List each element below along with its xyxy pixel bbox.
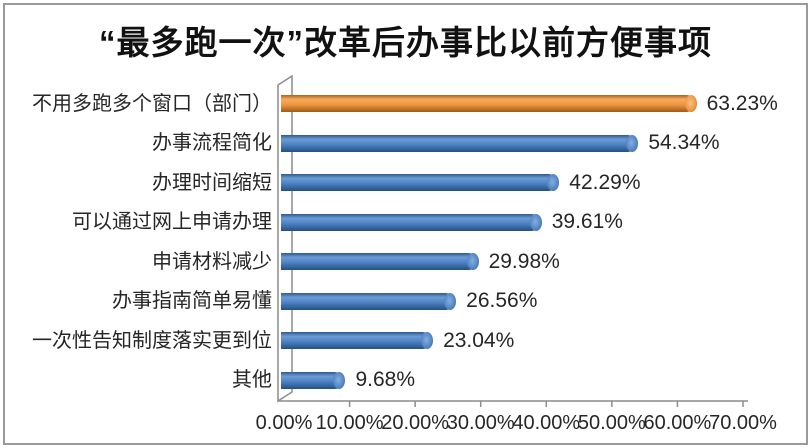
x-tick-label: 10.00% xyxy=(315,412,384,434)
left-wall xyxy=(277,74,293,403)
value-label: 63.23% xyxy=(706,91,778,115)
bar xyxy=(281,134,639,152)
bar-cap xyxy=(547,174,560,191)
value-label: 9.68% xyxy=(355,368,416,391)
value-label: 42.29% xyxy=(569,170,641,194)
category-label: 其他 xyxy=(232,369,272,391)
value-label: 54.34% xyxy=(648,131,720,154)
x-tick-label: 40.00% xyxy=(512,412,581,434)
category-label: 办事流程简化 xyxy=(152,132,272,154)
bar xyxy=(281,174,560,191)
category-label: 可以通过网上申请办理 xyxy=(72,211,272,233)
x-tick-label: 60.00% xyxy=(643,412,712,434)
x-tick-label: 30.00% xyxy=(446,412,515,434)
bar xyxy=(281,332,434,349)
bar xyxy=(281,253,479,270)
bar-cap xyxy=(421,332,434,349)
value-label: 39.61% xyxy=(551,210,623,233)
bar xyxy=(281,292,457,310)
category-label: 办事指南简单易懂 xyxy=(112,290,272,312)
value-label: 29.98% xyxy=(488,249,560,273)
category-label: 不用多跑多个窗口（部门） xyxy=(32,92,272,115)
bar xyxy=(281,95,697,112)
bar-cap xyxy=(444,292,457,310)
bar-cap xyxy=(626,134,639,152)
category-label: 办理时间缩短 xyxy=(152,171,272,194)
bar-cap xyxy=(333,371,346,389)
bar-cap xyxy=(684,95,697,112)
bar-cap xyxy=(466,253,479,270)
bar-cap xyxy=(529,213,542,231)
x-tick-label: 20.00% xyxy=(381,412,450,434)
x-tick-label: 50.00% xyxy=(577,412,646,434)
bar xyxy=(281,371,346,389)
x-axis-ticks xyxy=(348,401,744,407)
value-label: 23.04% xyxy=(443,328,515,352)
category-label: 申请材料减少 xyxy=(152,250,272,273)
x-tick-label: 70.00% xyxy=(709,412,777,434)
value-label: 26.56% xyxy=(466,289,538,312)
category-label: 一次性告知制度落实更到位 xyxy=(32,329,272,352)
bar xyxy=(281,213,542,231)
x-tick-label: 0.00% xyxy=(255,412,313,434)
chart-title: “最多跑一次”改革后办事比以前方便事项 xyxy=(99,24,712,61)
